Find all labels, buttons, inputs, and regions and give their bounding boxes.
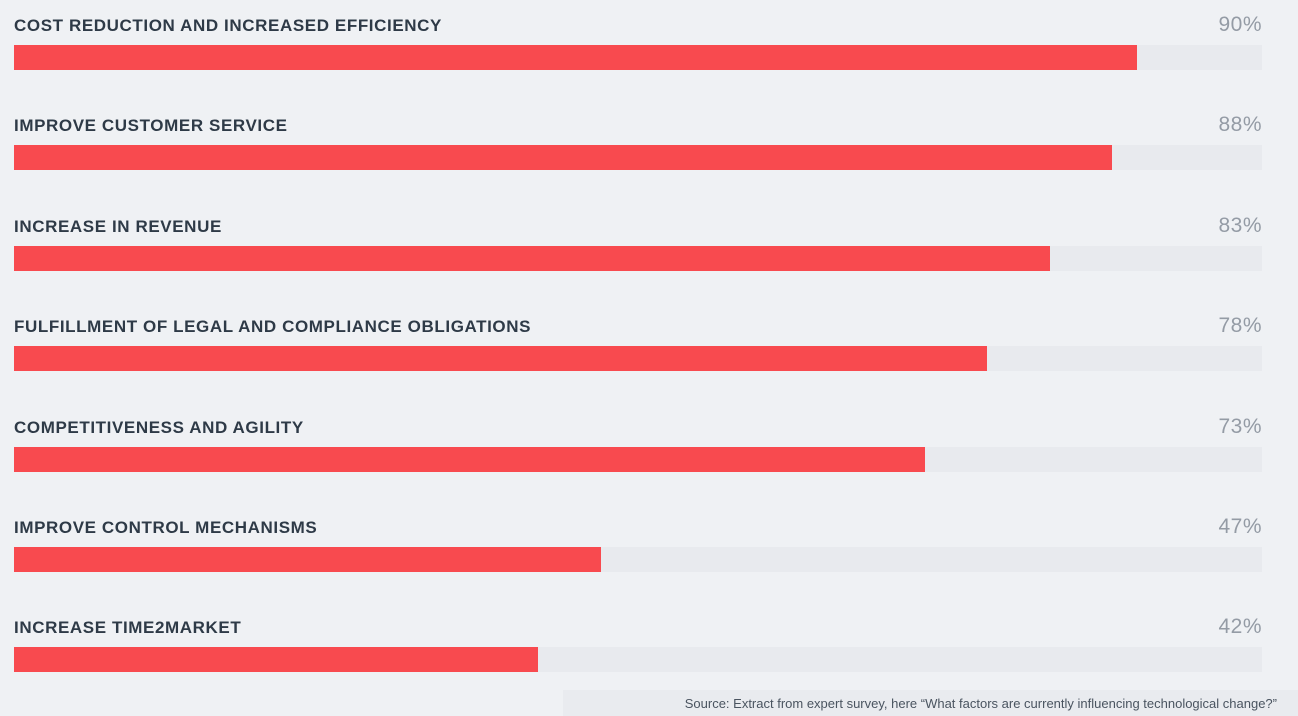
category-label: COST REDUCTION AND INCREASED EFFICIENCY	[14, 16, 442, 35]
bar-fill	[14, 145, 1113, 171]
bar-fill	[14, 546, 601, 572]
category-label: IMPROVE CONTROL MECHANISMS	[14, 517, 318, 537]
bar-row: INCREASE TIME2MARKET 42%	[14, 602, 1262, 702]
bar-row: IMPROVE CUSTOMER SERVICE 88%	[14, 100, 1262, 200]
bar-track	[14, 446, 1262, 472]
bar-track	[14, 145, 1262, 171]
bar-fill	[14, 245, 1050, 271]
value-label: 88%	[1218, 113, 1262, 137]
row-header: COMPETITIVENESS AND AGILITY 73%	[14, 415, 1262, 439]
category-label: INCREASE IN REVENUE	[14, 216, 222, 236]
bar-track	[14, 45, 1262, 70]
bar-fill	[14, 446, 926, 472]
category-label: INCREASE TIME2MARKET	[14, 618, 242, 638]
bar-track	[14, 245, 1262, 271]
bar-track	[14, 546, 1262, 572]
row-header: INCREASE TIME2MARKET 42%	[14, 615, 1262, 639]
value-label: 42%	[1218, 615, 1262, 639]
bar-row: COST REDUCTION AND INCREASED EFFICIENCY …	[14, 0, 1262, 100]
source-text: Source: Extract from expert survey, here…	[684, 695, 1277, 711]
value-label: 47%	[1218, 514, 1262, 538]
row-header: IMPROVE CUSTOMER SERVICE 88%	[14, 113, 1262, 137]
bar-track	[14, 346, 1262, 372]
category-label: IMPROVE CUSTOMER SERVICE	[14, 116, 288, 136]
row-header: INCREASE IN REVENUE 83%	[14, 214, 1262, 238]
value-label: 73%	[1218, 414, 1262, 438]
bar-fill	[14, 346, 988, 372]
bar-row: IMPROVE CONTROL MECHANISMS 47%	[14, 502, 1262, 602]
row-header: IMPROVE CONTROL MECHANISMS 47%	[14, 515, 1262, 539]
bar-row: INCREASE IN REVENUE 83%	[14, 201, 1262, 301]
value-label: 78%	[1218, 314, 1262, 338]
bar-row: FULFILLMENT OF LEGAL AND COMPLIANCE OBLI…	[14, 301, 1262, 401]
bar-fill	[14, 45, 1138, 70]
value-label: 90%	[1218, 13, 1262, 36]
category-label: COMPETITIVENESS AND AGILITY	[14, 417, 304, 437]
bar-row: COMPETITIVENESS AND AGILITY 73%	[14, 402, 1262, 502]
source-strip: Source: Extract from expert survey, here…	[563, 690, 1298, 716]
row-header: FULFILLMENT OF LEGAL AND COMPLIANCE OBLI…	[14, 314, 1262, 338]
value-label: 83%	[1218, 213, 1262, 237]
bar-fill	[14, 647, 539, 673]
row-header: COST REDUCTION AND INCREASED EFFICIENCY …	[14, 13, 1262, 37]
bar-track	[14, 647, 1262, 673]
category-label: FULFILLMENT OF LEGAL AND COMPLIANCE OBLI…	[14, 317, 532, 337]
